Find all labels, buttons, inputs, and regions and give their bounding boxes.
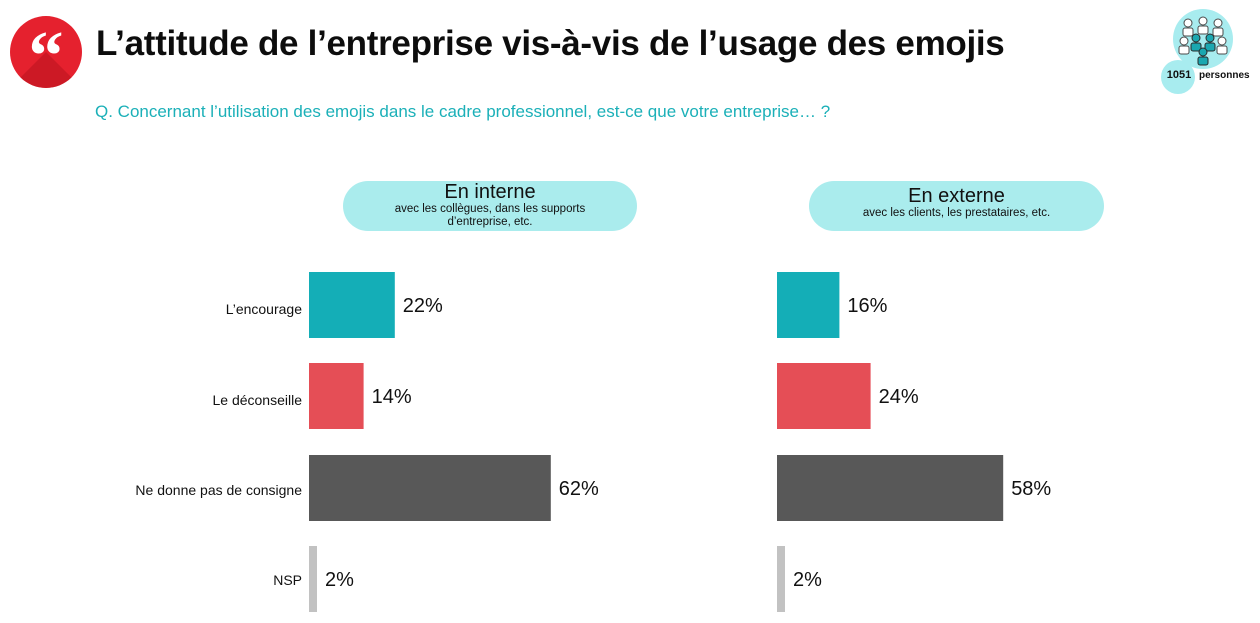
panel-internal-title: En interne (444, 181, 536, 203)
bar-external-encourage (777, 272, 840, 338)
quote-glyph: “ (28, 18, 64, 89)
sample-label: personnes (1199, 70, 1250, 81)
page-title: L’attitude de l’entreprise vis-à-vis de … (96, 24, 1005, 63)
sample-badge (1161, 60, 1195, 94)
sample-count: 1051 (1166, 69, 1192, 81)
category-label-deconseille: Le déconseille (212, 392, 302, 408)
bar-internal-encourage (309, 272, 395, 338)
survey-question: Q. Concernant l’utilisation des emojis d… (95, 102, 831, 121)
bar-external-nsp (777, 546, 785, 612)
bar-internal-deconseille (309, 363, 364, 429)
value-label-internal-deconseille: 14% (372, 386, 412, 408)
value-label-external-encourage: 16% (847, 295, 887, 317)
value-label-external-nsp: 2% (793, 569, 822, 591)
value-label-internal-nsp: 2% (325, 569, 354, 591)
quote-icon: “ (10, 16, 82, 88)
value-label-internal-encourage: 22% (403, 295, 443, 317)
category-label-nsp: NSP (273, 572, 302, 588)
panel-external-subtitle: avec les clients, les prestataires, etc. (862, 207, 1051, 219)
category-label-no-guidance: Ne donne pas de consigne (135, 482, 302, 498)
panel-internal-subtitle: avec les collègues, dans les supports d’… (394, 203, 586, 228)
panel-external-header: En externe avec les clients, les prestat… (809, 181, 1104, 231)
bar-internal-no-guidance (309, 455, 551, 521)
value-label-external-deconseille: 24% (879, 386, 919, 408)
people-group-icon (1173, 9, 1233, 69)
bar-external-deconseille (777, 363, 871, 429)
bar-internal-nsp (309, 546, 317, 612)
bar-external-no-guidance (777, 455, 1004, 521)
panel-internal-header: En interne avec les collègues, dans les … (343, 181, 637, 231)
value-label-internal-no-guidance: 62% (559, 478, 599, 500)
value-label-external-no-guidance: 58% (1011, 478, 1051, 500)
panel-external-title: En externe (908, 185, 1005, 207)
category-label-encourage: L’encourage (225, 301, 302, 317)
